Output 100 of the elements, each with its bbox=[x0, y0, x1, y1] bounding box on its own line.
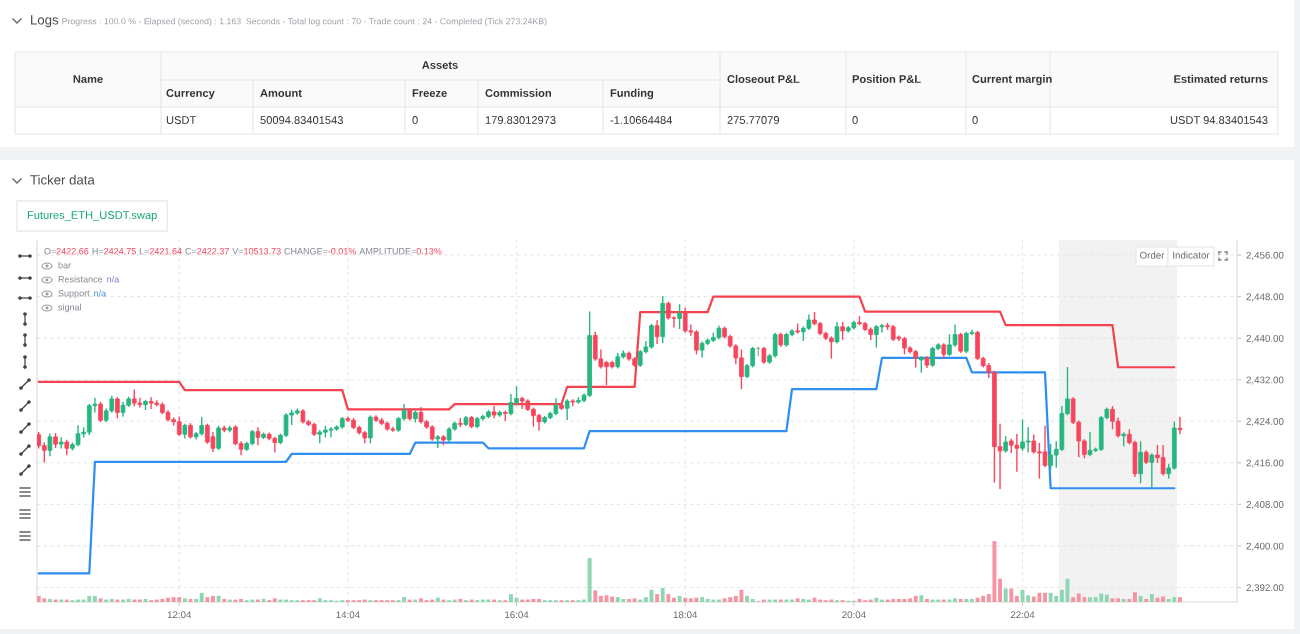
text: 275.77079 bbox=[727, 116, 779, 124]
bar bbox=[1121, 598, 1126, 602]
y-tick-label: 2,408.00 bbox=[1246, 501, 1284, 510]
bar bbox=[239, 598, 244, 602]
text: Estimated returns bbox=[1174, 74, 1268, 83]
bar bbox=[92, 595, 97, 602]
bar bbox=[1026, 595, 1031, 602]
bar bbox=[896, 598, 901, 602]
chart-title: Ticker data bbox=[30, 174, 95, 185]
y-tick-label: 2,456.00 bbox=[1246, 251, 1284, 260]
bar bbox=[514, 597, 519, 602]
text: Logs bbox=[31, 15, 59, 28]
bar bbox=[1161, 596, 1166, 602]
bar bbox=[683, 597, 688, 602]
text: O=2422.66 H=2424.75 L=2421.64 C=2422.37 V=10513.73 CHANGE=-0.01% AMPLITUDE=0.13% bbox=[44, 248, 442, 255]
text: Current margin bbox=[972, 74, 1052, 86]
bar bbox=[1059, 589, 1064, 602]
bar bbox=[1014, 595, 1019, 602]
y-tick-label: 2,416.00 bbox=[1246, 459, 1284, 468]
text: Freeze bbox=[412, 89, 447, 97]
bar bbox=[913, 595, 918, 602]
bar bbox=[194, 598, 199, 602]
candlestick bbox=[435, 435, 441, 448]
bar bbox=[261, 598, 266, 602]
line-series bbox=[37, 356, 1176, 575]
bar bbox=[47, 598, 52, 602]
chart-subtitle: Futures_ETH_USDT.swap bbox=[27, 211, 157, 222]
x-tick-label: 22:04 bbox=[1010, 611, 1035, 619]
bar bbox=[211, 595, 215, 602]
candlestick bbox=[654, 320, 660, 345]
bar bbox=[216, 595, 221, 602]
bar bbox=[745, 595, 750, 602]
bar bbox=[1043, 592, 1047, 602]
text: 0 bbox=[412, 116, 418, 124]
candlestick bbox=[255, 427, 261, 446]
x-tick-label: 12:04 bbox=[167, 611, 192, 619]
text: USDT 94.83401543 bbox=[1170, 116, 1268, 124]
text: Name bbox=[73, 75, 103, 83]
candlestick bbox=[491, 406, 497, 419]
bar bbox=[435, 597, 440, 602]
bar bbox=[953, 598, 958, 602]
annotation: Resistance n/a bbox=[58, 275, 120, 283]
bar bbox=[655, 594, 660, 602]
bar bbox=[998, 578, 1002, 602]
candlestick bbox=[368, 415, 373, 444]
x-tick-label: 20:04 bbox=[842, 611, 866, 619]
bar bbox=[969, 598, 974, 602]
bar bbox=[795, 598, 800, 602]
bar bbox=[1149, 594, 1154, 602]
bar bbox=[672, 597, 676, 602]
bar bbox=[1138, 595, 1143, 602]
bar bbox=[958, 598, 963, 602]
candlestick bbox=[115, 397, 120, 419]
bar bbox=[627, 598, 631, 602]
bar bbox=[924, 598, 929, 602]
bar bbox=[919, 595, 924, 602]
y-tick-label: 2,432.00 bbox=[1246, 376, 1284, 385]
annotation: signal bbox=[58, 303, 81, 313]
text: -1.10664484 bbox=[610, 116, 673, 124]
bar bbox=[1155, 597, 1160, 602]
bar bbox=[402, 597, 407, 602]
bar bbox=[1088, 597, 1092, 602]
bar bbox=[508, 594, 513, 602]
candlestick bbox=[47, 433, 53, 457]
annotation: Support n/a bbox=[58, 289, 107, 299]
bar bbox=[537, 598, 541, 602]
bar bbox=[419, 598, 423, 602]
bar bbox=[272, 598, 277, 602]
candlestick bbox=[834, 321, 840, 344]
x-tick-label: 18:04 bbox=[673, 611, 698, 619]
bar bbox=[700, 597, 705, 602]
annotation: bar bbox=[58, 261, 71, 269]
bar bbox=[632, 598, 637, 602]
bar bbox=[458, 598, 463, 602]
bar bbox=[1003, 588, 1008, 602]
annotation: Order bbox=[1140, 251, 1165, 259]
x-tick-label: 16:04 bbox=[505, 611, 529, 619]
bar bbox=[610, 596, 615, 602]
x-tick-label: 14:04 bbox=[336, 611, 360, 619]
y-tick-label: 2,400.00 bbox=[1246, 542, 1284, 551]
text: Closeout P&L bbox=[727, 74, 800, 83]
bar bbox=[182, 598, 187, 602]
bar bbox=[1116, 598, 1121, 602]
text: USDT bbox=[166, 116, 196, 124]
y-tick-label: 2,392.00 bbox=[1246, 584, 1284, 593]
bar bbox=[1071, 597, 1076, 602]
bar bbox=[598, 595, 603, 602]
y-tick-label: 2,448.00 bbox=[1246, 293, 1284, 302]
annotation: Indicator bbox=[1173, 251, 1210, 259]
bar bbox=[801, 598, 806, 602]
y-tick-label: 2,424.00 bbox=[1246, 417, 1284, 427]
bar bbox=[643, 597, 648, 602]
bar bbox=[750, 598, 755, 602]
text: 0 bbox=[852, 116, 858, 124]
text: Funding bbox=[610, 88, 654, 100]
bar bbox=[587, 558, 592, 602]
bar bbox=[964, 598, 969, 602]
bar bbox=[874, 597, 879, 602]
candlestick bbox=[677, 304, 682, 329]
y-tick-label: 2,440.00 bbox=[1246, 334, 1284, 343]
